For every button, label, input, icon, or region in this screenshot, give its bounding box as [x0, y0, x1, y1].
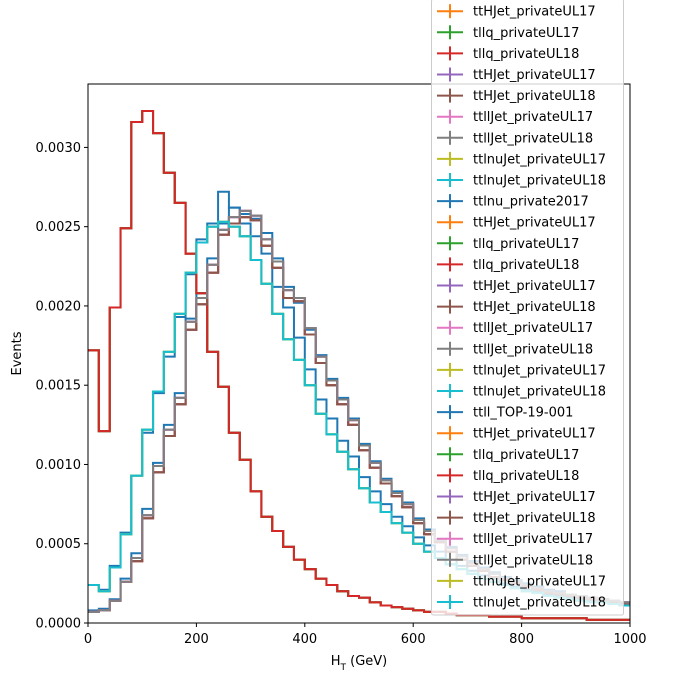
legend-label: ttHJet_privateUL17	[473, 216, 596, 231]
legend-label: ttllJet_privateUL18	[473, 131, 593, 146]
x-tick-label: 200	[184, 632, 209, 647]
legend-label: ttHJet_privateUL18	[473, 89, 596, 104]
legend-entry: ttllJet_privateUL17	[437, 320, 593, 336]
axes: 0 200 400 600 800 1000 0.0000 0.0005 0.0010 0.001…	[10, 83, 647, 673]
legend: ttHJet_privateUL17 tllq_privateUL17 tllq_p…	[431, 0, 624, 616]
legend-entry: tllq_privateUL18	[437, 46, 579, 62]
x-tick-label: 600	[401, 632, 426, 647]
legend-entry: ttllJet_privateUL17	[437, 109, 593, 125]
x-tick-label: 400	[292, 632, 317, 647]
legend-label: ttHJet_privateUL17	[473, 490, 596, 505]
legend-label: ttHJet_privateUL17	[473, 279, 596, 294]
legend-label: ttlnuJet_privateUL18	[473, 596, 606, 611]
legend-label: ttlnuJet_privateUL17	[473, 574, 606, 589]
legend-label: tllq_privateUL17	[473, 237, 579, 252]
legend-label: ttHJet_privateUL17	[473, 5, 596, 20]
legend-entry: ttHJet_privateUL17	[437, 278, 596, 294]
legend-entry: ttllJet_privateUL18	[437, 552, 593, 568]
x-tick-label: 0	[84, 632, 92, 647]
legend-entry: ttlnuJet_privateUL17	[437, 151, 606, 167]
legend-entry: tllq_privateUL17	[437, 447, 579, 463]
axes-frame	[87, 83, 631, 624]
y-tick-label: 0.0030	[36, 141, 82, 156]
legend-entry: ttHJet_privateUL17	[437, 215, 596, 231]
y-tick-label: 0.0005	[36, 537, 82, 552]
legend-entry: ttHJet_privateUL17	[437, 489, 596, 505]
legend-label: ttHJet_privateUL18	[473, 300, 596, 315]
x-tick-label: 800	[509, 632, 534, 647]
legend-label: ttHJet_privateUL17	[473, 427, 596, 442]
legend-label: ttllJet_privateUL18	[473, 342, 593, 357]
legend-label: ttlnuJet_privateUL17	[473, 363, 606, 378]
legend-entry: ttllJet_privateUL17	[437, 531, 593, 547]
legend-entry: ttHJet_privateUL17	[437, 67, 596, 83]
legend-entry: ttlnuJet_privateUL17	[437, 362, 606, 378]
legend-entry: ttlnuJet_privateUL18	[437, 173, 606, 189]
legend-entry: tllq_privateUL18	[437, 468, 579, 484]
legend-entry: ttlnuJet_privateUL18	[437, 384, 606, 400]
legend-label: ttllJet_privateUL17	[473, 321, 593, 336]
legend-label: tllq_privateUL17	[473, 26, 579, 41]
series-line-23	[88, 109, 630, 621]
y-tick-label: 0.0020	[36, 299, 82, 314]
legend-label: tllq_privateUL17	[473, 448, 579, 463]
legend-label: ttlnuJet_privateUL17	[473, 152, 606, 167]
legend-entry: ttllJet_privateUL18	[437, 130, 593, 146]
x-axis-label: HT (GeV)	[331, 654, 388, 673]
legend-entry: tllq_privateUL17	[437, 236, 579, 252]
legend-label: ttll_TOP-19-001	[473, 406, 573, 421]
legend-label: ttHJet_privateUL18	[473, 511, 596, 526]
legend-entry: ttlnuJet_privateUL17	[437, 573, 606, 589]
legend-entry: tllq_privateUL18	[437, 257, 579, 273]
y-axis-label: Events	[10, 331, 25, 375]
legend-entry: ttHJet_privateUL17	[437, 426, 596, 442]
y-tick-label: 0.0010	[36, 458, 82, 473]
legend-label: ttllJet_privateUL17	[473, 110, 593, 125]
legend-label: ttlnuJet_privateUL18	[473, 174, 606, 189]
legend-entry: ttlnuJet_privateUL18	[437, 595, 606, 611]
legend-label: ttllJet_privateUL17	[473, 532, 593, 547]
y-tick-label: 0.0025	[36, 220, 82, 235]
legend-label: tllq_privateUL18	[473, 469, 579, 484]
x-tick-label: 1000	[613, 632, 646, 647]
legend-entry: ttll_TOP-19-001	[437, 405, 573, 421]
legend-label: tllq_privateUL18	[473, 258, 579, 273]
legend-entry: ttHJet_privateUL18	[437, 299, 596, 315]
legend-label: tllq_privateUL18	[473, 47, 579, 62]
legend-entry: ttHJet_privateUL18	[437, 88, 596, 104]
legend-entry: ttlnu_private2017	[437, 194, 589, 210]
legend-entry: ttllJet_privateUL18	[437, 341, 593, 357]
legend-entry: ttHJet_privateUL17	[437, 4, 596, 20]
legend-label: ttlnu_private2017	[473, 195, 589, 210]
legend-entry: tllq_privateUL17	[437, 25, 579, 41]
legend-box	[431, 0, 624, 616]
legend-label: ttllJet_privateUL18	[473, 553, 593, 568]
y-tick-label: 0.0000	[36, 617, 82, 632]
legend-entry: ttHJet_privateUL18	[437, 510, 596, 526]
legend-label: ttlnuJet_privateUL18	[473, 385, 606, 400]
y-tick-label: 0.0015	[36, 379, 82, 394]
legend-label: ttHJet_privateUL17	[473, 68, 596, 83]
